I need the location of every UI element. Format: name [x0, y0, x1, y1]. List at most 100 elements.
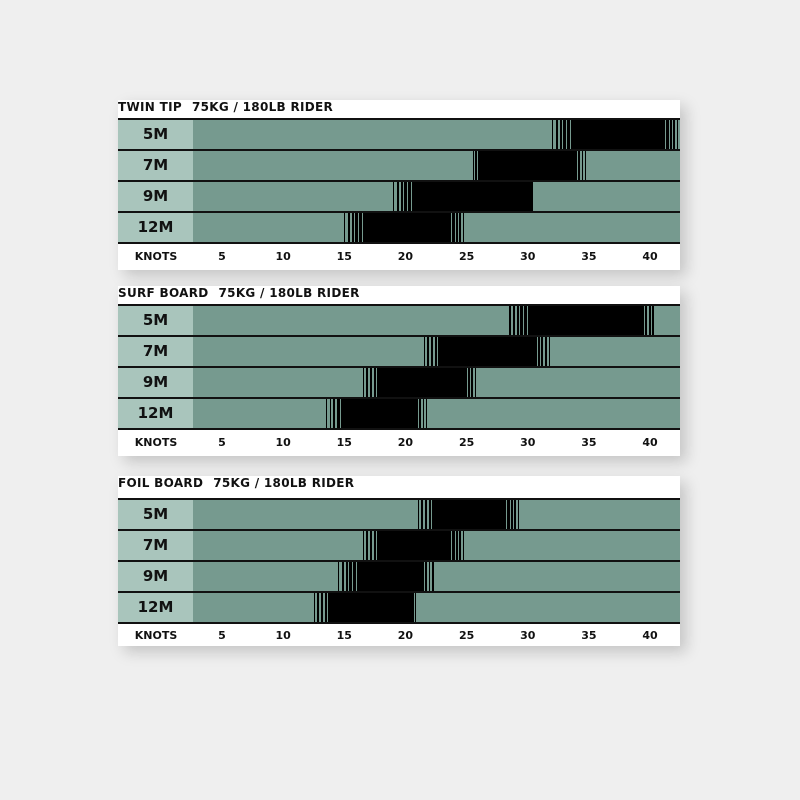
range-stripe [669, 120, 672, 149]
range-stripe [521, 182, 525, 211]
range-stripe [637, 306, 641, 335]
range-stripe [369, 368, 373, 397]
x-axis-label: KNOTS [134, 629, 178, 642]
range-stripe [415, 399, 418, 428]
range-stripe [349, 562, 352, 591]
row-12m: 12M [118, 213, 680, 244]
range-stripe [673, 120, 675, 149]
range-stripe [462, 531, 465, 560]
range-stripe [404, 182, 407, 211]
range-stripe [362, 531, 364, 560]
range-stripe [329, 399, 332, 428]
kite-size-label: 12M [118, 213, 193, 242]
x-axis-label: KNOTS [134, 436, 178, 449]
rows: 5M 7M 9M 12M [118, 304, 680, 430]
range-stripe [585, 151, 587, 180]
range-bar [356, 562, 418, 591]
x-tick-label: 30 [520, 629, 536, 642]
range-stripe [423, 337, 425, 366]
range-stripe [438, 337, 442, 366]
range-stripe [407, 182, 412, 211]
range-bar [380, 368, 461, 397]
kite-size-label: 7M [118, 151, 193, 180]
chart-title-text: FOIL BOARD [118, 476, 204, 490]
x-tick-label: 40 [642, 250, 658, 263]
range-stripe [472, 151, 474, 180]
range-stripe [369, 531, 373, 560]
x-axis: KNOTS 5 10 15 20 25 30 35 40 [118, 247, 680, 267]
range-stripe [432, 500, 436, 529]
range-stripe [641, 306, 645, 335]
range-stripe [509, 306, 511, 335]
x-tick-label: 15 [336, 436, 352, 449]
range-stripe [345, 562, 348, 591]
range-stripe [448, 213, 452, 242]
range-stripe [324, 593, 328, 622]
x-tick-label: 20 [397, 436, 414, 449]
chart-subtitle: 75KG / 180LB RIDER [218, 286, 360, 300]
range-stripe [377, 531, 381, 560]
range-stripe [405, 593, 409, 622]
x-tick-label: 30 [520, 436, 536, 449]
range-stripe [344, 213, 346, 242]
range-stripe [510, 500, 513, 529]
row-7m: 7M [118, 531, 680, 562]
rows: 5M 7M 9M 12M [118, 498, 680, 624]
x-tick-label: 10 [275, 250, 291, 263]
chart-title-text: SURF BOARD [118, 286, 209, 300]
range-stripe [464, 368, 467, 397]
range-bar [570, 120, 663, 149]
range-stripe [531, 182, 533, 211]
range-bar [411, 182, 522, 211]
range-stripe [358, 213, 363, 242]
range-stripe [581, 151, 584, 180]
x-tick-label: 30 [520, 250, 536, 263]
kite-size-label: 5M [118, 306, 193, 335]
range-bar [527, 306, 638, 335]
x-tick-label: 25 [458, 250, 475, 263]
x-tick-label: 40 [642, 629, 658, 642]
range-stripe [317, 593, 320, 622]
range-stripe [434, 337, 438, 366]
range-stripe [377, 368, 381, 397]
x-tick-label: 5 [218, 629, 226, 642]
range-bar [362, 213, 449, 242]
range-stripe [396, 182, 399, 211]
x-axis-label: KNOTS [134, 250, 178, 263]
range-stripe [421, 500, 424, 529]
chart-title-text: TWIN TIP [118, 100, 182, 114]
range-stripe [400, 182, 403, 211]
range-stripe [574, 151, 577, 180]
range-stripe [541, 337, 544, 366]
range-stripe [475, 151, 477, 180]
range-bar [442, 337, 534, 366]
row-12m: 12M [118, 399, 680, 430]
range-stripe [648, 306, 651, 335]
kite-size-label: 9M [118, 368, 193, 397]
range-stripe [544, 337, 547, 366]
x-tick-label: 35 [581, 250, 597, 263]
range-stripe [393, 182, 395, 211]
x-axis: KNOTS 5 10 15 20 25 30 35 40 [118, 626, 680, 646]
range-stripe [336, 399, 340, 428]
range-stripe [467, 368, 470, 397]
x-tick-label: 20 [397, 250, 414, 263]
row-7m: 7M [118, 151, 680, 182]
range-stripe [566, 120, 571, 149]
range-stripe [555, 120, 558, 149]
range-stripe [662, 120, 666, 149]
range-stripe [425, 500, 428, 529]
range-stripe [524, 182, 527, 211]
chart-twin-tip: TWIN TIP 75KG / 180LB RIDER 5M 7M 9M 12M KNOTS… [118, 100, 680, 270]
range-stripe [514, 500, 516, 529]
range-stripe [517, 500, 520, 529]
range-bar [332, 593, 406, 622]
kite-size-label: 7M [118, 337, 193, 366]
range-bar [380, 531, 449, 560]
range-stripe [366, 531, 368, 560]
range-bar [344, 399, 412, 428]
range-stripe [462, 213, 465, 242]
range-stripe [362, 368, 364, 397]
x-tick-label: 10 [275, 629, 291, 642]
x-tick-label: 5 [218, 436, 226, 449]
